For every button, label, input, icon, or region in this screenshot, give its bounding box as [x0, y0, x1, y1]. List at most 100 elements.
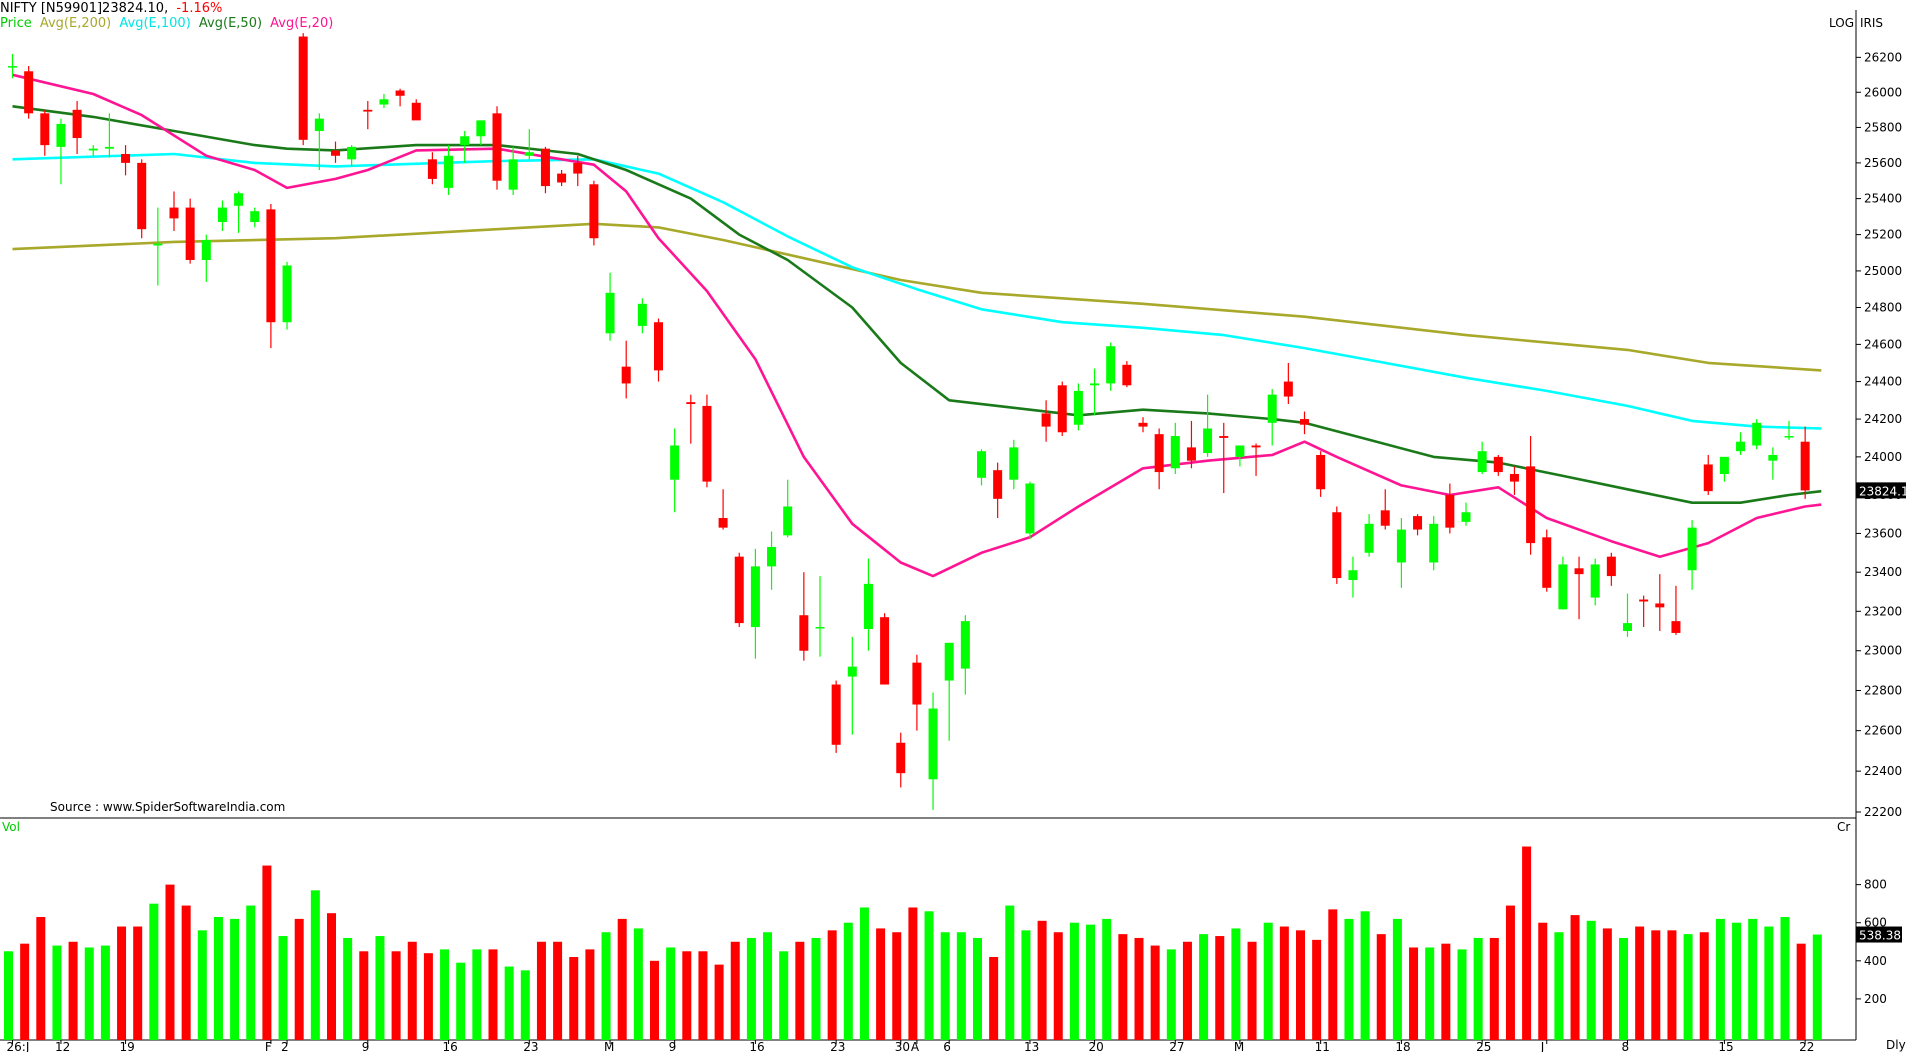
timeframe-label[interactable]: Dly	[1886, 1038, 1906, 1052]
candle-body	[363, 109, 373, 112]
volume-bar	[746, 937, 756, 1040]
volume-bar	[1328, 909, 1338, 1040]
candle-body	[24, 71, 34, 114]
volume-bar	[391, 951, 401, 1040]
price-tick-label: 23600	[1864, 526, 1902, 540]
time-tick-label: 23	[523, 1040, 538, 1052]
volume-bar	[1247, 941, 1257, 1040]
avg20-legend[interactable]: Avg(E,20)	[270, 16, 334, 31]
price-tick-label: 23000	[1864, 644, 1902, 658]
candle-body	[1073, 390, 1083, 425]
volume-bar	[213, 917, 223, 1040]
time-tick-label: 19	[120, 1040, 135, 1052]
candle-body	[298, 36, 308, 140]
volume-bar	[84, 947, 94, 1040]
candle-body	[524, 152, 534, 156]
volume-bar	[488, 949, 498, 1040]
candle-body	[557, 173, 567, 183]
log-scale-toggle[interactable]: LOG	[1829, 16, 1855, 30]
candle-body	[1219, 436, 1229, 438]
candle-body	[1267, 394, 1277, 423]
volume-bar	[278, 936, 288, 1040]
volume-bar	[1554, 932, 1564, 1040]
price-tick-label: 24000	[1864, 450, 1902, 464]
candle-body	[1784, 436, 1794, 438]
volume-bar	[294, 918, 304, 1040]
volume-bar	[504, 966, 514, 1040]
candle-body	[654, 322, 663, 371]
iris-label[interactable]: IRIS	[1860, 16, 1884, 30]
time-tick-label: 20	[1089, 1040, 1104, 1052]
candle-body	[1719, 456, 1729, 474]
candle-body	[734, 556, 744, 624]
volume-bar	[569, 957, 579, 1040]
price-tick-label: 24800	[1864, 301, 1902, 315]
volume-title: Vol	[2, 820, 20, 834]
candle-body	[347, 146, 357, 160]
volume-bar	[1425, 947, 1435, 1040]
volume-bar	[1279, 926, 1289, 1040]
volume-bar	[1586, 920, 1596, 1040]
volume-bar	[100, 945, 110, 1040]
time-tick-label: 12	[55, 1040, 70, 1052]
candle-body	[476, 120, 486, 137]
candle-body	[201, 240, 211, 260]
price-tick-label: 22200	[1864, 805, 1902, 819]
candle-body	[508, 159, 518, 190]
avg50-legend[interactable]: Avg(E,50)	[198, 16, 263, 31]
time-tick-label: 16	[443, 1040, 458, 1052]
candle-body	[1235, 445, 1245, 457]
volume-bar	[843, 922, 853, 1040]
volume-bar	[795, 941, 805, 1040]
volume-bar	[1118, 934, 1128, 1040]
candle-body	[1380, 510, 1390, 526]
candle-body	[121, 153, 131, 163]
volume-bar	[327, 913, 336, 1040]
candle-body	[686, 402, 696, 405]
volume-bar	[989, 957, 999, 1040]
candle-body	[137, 162, 147, 230]
time-tick-label: 8	[1622, 1040, 1630, 1052]
avg200-legend[interactable]: Avg(E,200)	[39, 16, 112, 31]
candle-body	[1542, 537, 1552, 588]
volume-bar	[1651, 930, 1661, 1040]
volume-bar	[1376, 934, 1386, 1040]
candle-body	[395, 90, 405, 96]
candle-body	[1106, 346, 1116, 384]
price-tick-label: 25600	[1864, 156, 1902, 170]
volume-panel	[4, 846, 1822, 1040]
volume-bar	[601, 932, 611, 1040]
last-price-tag-bg	[1856, 482, 1906, 499]
price-tick-label: 25000	[1864, 264, 1902, 278]
volume-bar	[617, 918, 627, 1040]
time-tick-label: 23	[830, 1040, 845, 1052]
candle-body	[1558, 564, 1568, 610]
price-tick-label: 24400	[1864, 375, 1902, 389]
volume-bar	[1150, 945, 1160, 1040]
volume-bar	[149, 903, 159, 1040]
candle-layer	[8, 33, 1810, 810]
candle-body	[1590, 564, 1600, 598]
time-tick-label: 25	[1476, 1040, 1491, 1052]
candle-body	[750, 566, 760, 628]
last-volume-tag-bg	[1856, 926, 1902, 943]
time-tick-label: J	[1540, 1040, 1545, 1052]
volume-bar	[1021, 930, 1031, 1040]
volume-bar	[1619, 937, 1628, 1040]
candle-body	[993, 470, 1003, 499]
volume-bar	[1473, 937, 1483, 1040]
volume-bar	[536, 941, 546, 1040]
axis-layer: 2220022400226002280023000232002340023600…	[7, 50, 1906, 1052]
candle-body	[944, 642, 954, 681]
price-tick-label: 25800	[1864, 120, 1902, 134]
candle-body	[379, 99, 389, 105]
volume-bar	[1699, 932, 1709, 1040]
avg100-legend[interactable]: Avg(E,100)	[119, 16, 191, 31]
price-legend[interactable]: Price	[0, 16, 32, 31]
time-tick-label: F	[265, 1040, 272, 1052]
volume-bar	[1166, 949, 1176, 1040]
candle-body	[1477, 451, 1487, 473]
candle-body	[331, 150, 340, 156]
volume-bar	[310, 890, 320, 1040]
volume-bar	[1522, 846, 1532, 1040]
